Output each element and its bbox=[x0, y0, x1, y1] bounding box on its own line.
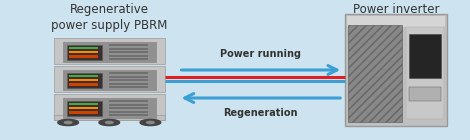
Bar bbox=[63, 42, 156, 62]
Text: Regeneration: Regeneration bbox=[224, 108, 298, 118]
Bar bbox=[109, 101, 148, 102]
Bar bbox=[409, 34, 441, 78]
Bar bbox=[348, 25, 402, 122]
Bar bbox=[70, 107, 98, 109]
FancyBboxPatch shape bbox=[54, 94, 164, 120]
Bar bbox=[70, 75, 98, 77]
Bar bbox=[70, 111, 98, 114]
Circle shape bbox=[147, 121, 154, 124]
Bar bbox=[347, 16, 445, 27]
Bar bbox=[109, 83, 148, 85]
Bar bbox=[63, 98, 156, 118]
Circle shape bbox=[140, 119, 161, 126]
Bar bbox=[109, 114, 148, 116]
Bar bbox=[109, 58, 148, 60]
Bar bbox=[109, 51, 148, 53]
Bar bbox=[63, 70, 156, 90]
Bar bbox=[109, 107, 148, 109]
Circle shape bbox=[64, 121, 72, 124]
FancyBboxPatch shape bbox=[54, 66, 164, 92]
Bar bbox=[67, 45, 102, 60]
Bar bbox=[109, 79, 148, 81]
Bar bbox=[67, 73, 102, 88]
Bar bbox=[345, 14, 446, 126]
Bar bbox=[409, 87, 441, 101]
Bar bbox=[70, 83, 98, 86]
FancyBboxPatch shape bbox=[54, 38, 164, 64]
Text: Power running: Power running bbox=[220, 49, 301, 59]
Text: Power inverter: Power inverter bbox=[352, 3, 439, 16]
Bar bbox=[109, 86, 148, 88]
Bar bbox=[54, 115, 164, 120]
Bar bbox=[109, 45, 148, 46]
Text: Regenerative
power supply PBRM: Regenerative power supply PBRM bbox=[51, 3, 167, 32]
Bar bbox=[70, 47, 98, 49]
Bar bbox=[67, 101, 102, 116]
Bar bbox=[109, 76, 148, 78]
Bar bbox=[109, 111, 148, 113]
Bar bbox=[406, 27, 444, 119]
Circle shape bbox=[99, 119, 119, 126]
Bar bbox=[70, 55, 98, 58]
Bar bbox=[109, 55, 148, 57]
Bar bbox=[109, 48, 148, 50]
Circle shape bbox=[58, 119, 78, 126]
Bar bbox=[109, 73, 148, 74]
Bar bbox=[70, 103, 98, 105]
Bar bbox=[109, 104, 148, 106]
Circle shape bbox=[105, 121, 113, 124]
Bar bbox=[70, 79, 98, 81]
Bar bbox=[70, 51, 98, 53]
